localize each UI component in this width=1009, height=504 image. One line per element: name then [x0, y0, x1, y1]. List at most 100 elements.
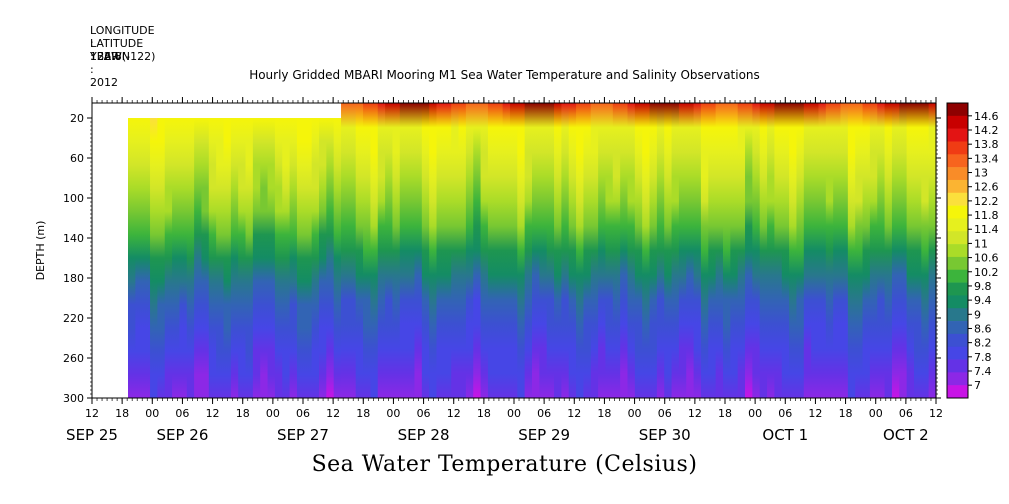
field-strip: [833, 103, 842, 398]
x-tick-label: 00: [145, 407, 159, 420]
colorbar-label: 9.4: [974, 294, 992, 307]
field-strip: [700, 103, 709, 398]
field-strip: [216, 118, 225, 398]
colorbar-swatch: [947, 346, 968, 360]
field-strip: [509, 103, 518, 398]
field-strip: [363, 103, 371, 398]
colorbar-label: 12.6: [974, 181, 999, 194]
colorbar-label: 11.4: [974, 223, 999, 236]
field-strip: [399, 103, 408, 398]
field-strip: [311, 118, 320, 398]
colorbar-swatch: [947, 103, 968, 117]
longitude-label: LONGITUDE : 122W(-122): [90, 24, 156, 63]
colorbar-swatch: [947, 308, 968, 322]
colorbar-label: 10.6: [974, 252, 999, 265]
field-strip: [436, 103, 445, 398]
field-strip: [811, 103, 820, 398]
field-strip: [524, 103, 533, 398]
x-tick-label: 18: [718, 407, 732, 420]
x-date-label: OCT 2: [883, 426, 929, 444]
x-tick-label: 06: [175, 407, 189, 420]
x-tick-label: 06: [778, 407, 792, 420]
colorbar-label: 11: [974, 237, 988, 250]
field-strip: [517, 103, 526, 398]
x-tick-label: 12: [808, 407, 822, 420]
field-strip: [252, 118, 261, 398]
colorbar-label: 13.8: [974, 138, 999, 151]
field-strip: [318, 118, 327, 398]
field-strip: [576, 103, 585, 398]
field-strip: [840, 103, 849, 398]
field-strip: [502, 103, 511, 398]
field-strip: [274, 118, 283, 398]
colorbar-label: 11.8: [974, 209, 999, 222]
field-strip: [678, 103, 687, 398]
field-strip: [928, 103, 937, 398]
colorbar-swatch: [947, 141, 968, 155]
field-strip: [891, 103, 900, 398]
x-tick-label: 00: [748, 407, 762, 420]
x-tick-label: 00: [507, 407, 521, 420]
field-strip: [627, 103, 636, 398]
field-strip: [348, 103, 357, 398]
colorbar-swatch: [947, 282, 968, 296]
field-strip: [487, 103, 496, 398]
y-tick-label: 140: [63, 232, 84, 245]
field-strip: [561, 103, 570, 398]
colorbar-swatch: [947, 333, 968, 347]
field-strip: [157, 118, 166, 398]
x-tick-label: 18: [597, 407, 611, 420]
y-tick-label: 100: [63, 192, 84, 205]
colorbar-label: Sea Water Temperature (Celsius): [311, 452, 698, 477]
field-strip: [598, 103, 607, 398]
field-strip: [201, 118, 210, 398]
x-tick-label: 00: [386, 407, 400, 420]
field-strip: [223, 118, 232, 398]
x-tick-label: 06: [296, 407, 310, 420]
field-strip: [649, 103, 658, 398]
field-strip: [767, 103, 775, 398]
field-strip: [370, 103, 379, 398]
colorbar-swatch: [947, 218, 968, 232]
field-strip: [906, 103, 915, 398]
x-date-label: SEP 27: [277, 426, 329, 444]
field-strip: [671, 103, 680, 398]
colorbar-label: 13: [974, 167, 988, 180]
field-strip: [333, 118, 342, 398]
field-strip: [656, 103, 665, 398]
x-tick-label: 18: [115, 407, 129, 420]
field-strip: [289, 118, 298, 398]
field-strip: [186, 118, 195, 398]
field-strip: [473, 103, 482, 398]
x-date-label: SEP 25: [66, 426, 118, 444]
field-strip: [715, 103, 724, 398]
x-date-label: SEP 28: [398, 426, 450, 444]
field-strip: [737, 103, 746, 398]
x-tick-label: 12: [688, 407, 702, 420]
field-strip: [869, 103, 878, 398]
field-strip: [194, 118, 203, 398]
field-strip: [135, 118, 144, 398]
field-strip: [590, 103, 599, 398]
field-strip: [414, 103, 423, 398]
x-tick-label: 12: [447, 407, 461, 420]
field-strip: [708, 103, 717, 398]
x-tick-label: 18: [477, 407, 491, 420]
field-strip: [803, 103, 812, 398]
x-tick-label: 12: [206, 407, 220, 420]
colorbar-swatch: [947, 167, 968, 181]
colorbar-swatch: [947, 115, 968, 129]
field-strip: [392, 103, 401, 398]
colorbar-label: 13.4: [974, 152, 999, 165]
field-strip: [568, 103, 577, 398]
field-strip: [745, 103, 753, 398]
y-tick-label: 180: [63, 272, 84, 285]
colorbar-label: 7.8: [974, 351, 992, 364]
field-strip: [341, 103, 349, 398]
field-strip: [877, 103, 886, 398]
field-strip: [921, 103, 930, 398]
field-strip: [634, 103, 643, 398]
colorbar-frame: [946, 102, 969, 399]
